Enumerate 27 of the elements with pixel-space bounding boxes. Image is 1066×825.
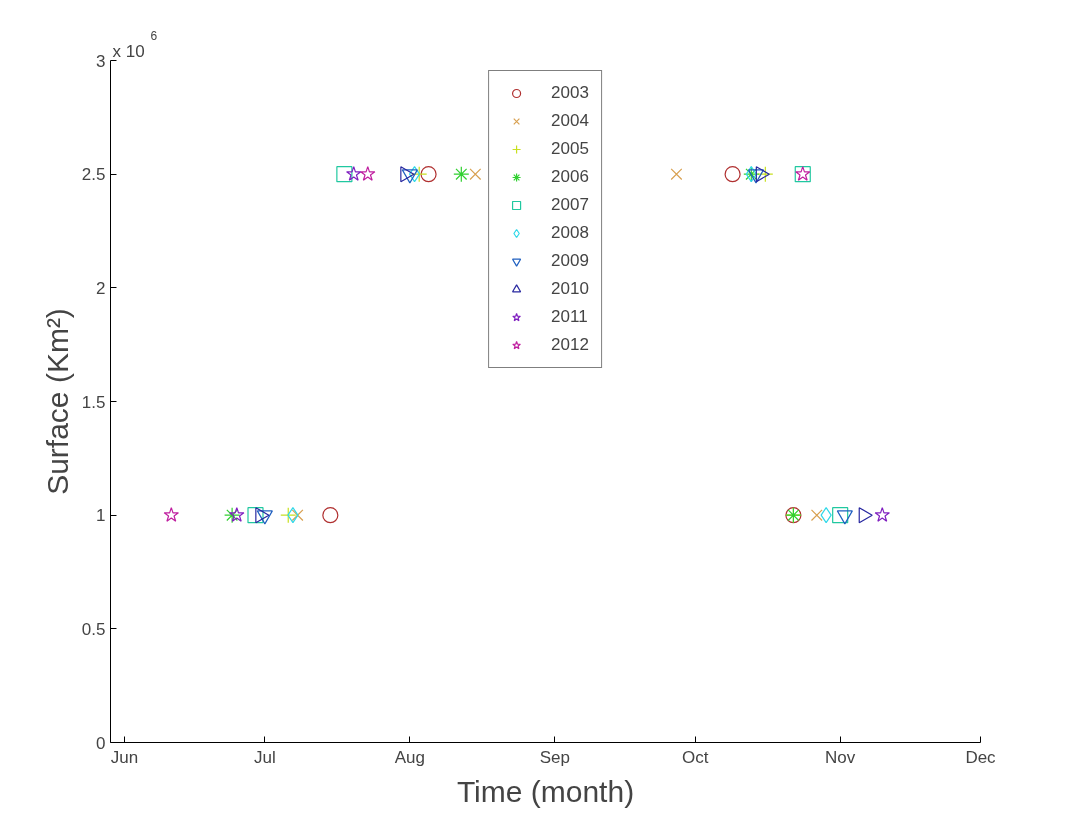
legend-label: 2005 <box>551 139 589 159</box>
legend-label: 2006 <box>551 167 589 187</box>
legend-label: 2007 <box>551 195 589 215</box>
x-tick-label: Dec <box>965 747 997 767</box>
x-tick-label: Oct <box>681 747 709 767</box>
x-tick-label: Nov <box>825 747 856 767</box>
x-tick-label: Jun <box>110 747 139 767</box>
y-tick-label: 3 <box>96 51 106 71</box>
legend-label: 2010 <box>551 279 589 299</box>
y-tick-label: 2 <box>96 278 106 298</box>
x-tick-label: Jul <box>253 747 276 767</box>
y-tick-label: 0.5 <box>81 619 106 639</box>
y-axis-title: Surface (Km²) <box>40 308 74 495</box>
text: x 106 <box>112 28 158 61</box>
y-tick-label: 0 <box>96 733 106 753</box>
x-tick-label: Aug <box>394 747 425 767</box>
legend-label: 2009 <box>551 251 589 271</box>
legend-label: 2012 <box>551 335 589 355</box>
x-tick-label: Sep <box>539 747 570 767</box>
legend-label: 2011 <box>551 307 588 327</box>
legend-label: 2003 <box>551 83 589 103</box>
y-tick-label: 1 <box>96 506 106 526</box>
x-axis-title: Time (month) <box>456 774 635 808</box>
legend-label: 2008 <box>551 223 589 243</box>
legend-label: 2004 <box>551 111 589 131</box>
y-tick-label: 1.5 <box>81 392 106 412</box>
y-tick-label: 2.5 <box>81 165 106 185</box>
